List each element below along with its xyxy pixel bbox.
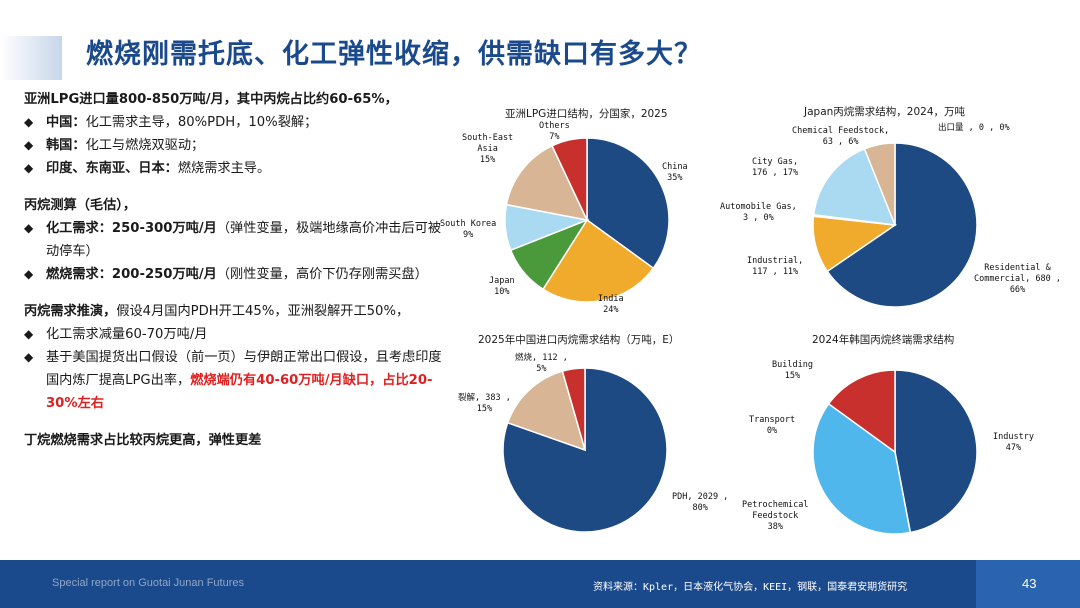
page-number: 43: [1022, 576, 1037, 591]
list-item: ◆ 中国：化工需求主导，80%PDH，10%裂解；: [24, 111, 454, 134]
chart-1-pie: [504, 137, 670, 303]
list-item: ◆ 化工需求减量60-70万吨/月: [24, 323, 454, 346]
bullet-text: 化工需求减量60-70万吨/月: [46, 327, 208, 342]
section-1-heading: 亚洲LPG进口量800-850万吨/月，其中丙烷占比约60-65%，: [24, 92, 398, 107]
chart-4-label-3: Building 15%: [772, 360, 813, 381]
chart-4-label-0: Industry 47%: [993, 432, 1034, 453]
bullet-label: 燃烧需求：200-250万吨/月: [46, 267, 217, 282]
bullet-label: 印度、东南亚、日本：: [46, 161, 178, 176]
title-accent: [0, 36, 62, 80]
highlight-text: 燃烧端仍有40-60万吨/月缺口，占比20-30%左右: [46, 373, 433, 411]
chart-4-pie: [812, 369, 978, 535]
chart-2-label-2: Automobile Gas, 3 , 0%: [720, 202, 797, 223]
bullet-text: 燃烧需求主导。: [177, 161, 271, 176]
chart-1-label-1: India 24%: [598, 294, 624, 315]
list-item: ◆ 基于美国提货出口假设（前一页）与伊朗正常出口假设，且考虑印度国内炼厂提高LPG…: [24, 346, 454, 415]
pie-slice-petrochemical-feedstock: [812, 402, 912, 535]
diamond-bullet-icon: ◆: [24, 327, 34, 341]
pie-slice-india: [542, 218, 655, 303]
footer-source: 资料来源：Kpler，日本液化气协会，KEEI，钢联，国泰君安期货研究: [593, 582, 908, 593]
chart-3-title: 2025年中国进口丙烷需求结构（万吨，E）: [478, 334, 680, 346]
bullet-label: 中国：: [46, 115, 86, 130]
diamond-bullet-icon: ◆: [24, 161, 34, 175]
section-3-heading-bold: 丙烷需求推演，: [24, 304, 117, 319]
list-item: ◆ 化工需求：250-300万吨/月（弹性变量，极端地缘高价冲击后可被动停车）: [24, 217, 454, 263]
page-number-box: [976, 560, 1080, 608]
diamond-bullet-icon: ◆: [24, 267, 34, 281]
chart-4-label-2: Transport 0%: [749, 415, 796, 436]
left-text-panel: 亚洲LPG进口量800-850万吨/月，其中丙烷占比约60-65%， ◆ 中国：化…: [24, 88, 454, 452]
section-4-heading: 丁烷燃烧需求占比较丙烷更高，弹性更差: [24, 433, 262, 448]
pie-slice-city-gas: [812, 147, 897, 226]
chart-2-title: Japan丙烷需求结构，2024，万吨: [804, 106, 966, 118]
chart-3-label-1: 裂解, 383 , 15%: [458, 393, 511, 414]
footer-left-text: Special report on Guotai Junan Futures: [52, 577, 245, 589]
pie-slice-china: [586, 137, 670, 270]
page-title: 燃烧刚需托底、化工弹性收缩，供需缺口有多大？: [86, 39, 702, 70]
chart-2-pie: [812, 142, 978, 308]
list-item: ◆ 燃烧需求：200-250万吨/月（刚性变量，高价下仍存刚需买盘）: [24, 263, 454, 286]
pie-slice-south-east-asia: [505, 144, 589, 222]
list-item: ◆ 印度、东南亚、日本：燃烧需求主导。: [24, 157, 454, 180]
pie-slice-others: [551, 137, 588, 221]
chart-2-label-3: City Gas, 176 , 17%: [752, 157, 799, 178]
chart-2-label-1: Industrial, 117 , 11%: [747, 256, 804, 277]
chart-2-label-0: Residential & Commercial, 680 , 66%: [974, 263, 1061, 295]
chart-1-label-3: South Korea 9%: [440, 219, 497, 240]
chart-1-title: 亚洲LPG进口结构，分国家，2025: [505, 108, 668, 120]
diamond-bullet-icon: ◆: [24, 138, 34, 152]
chart-1-label-2: Japan 10%: [489, 276, 515, 297]
bullet-text: 化工需求主导，80%PDH，10%裂解；: [85, 115, 318, 130]
chart-1-label-5: Others 7%: [539, 121, 570, 142]
pie-slice--: [506, 370, 587, 452]
section-2-heading: 丙烷测算（毛估），: [24, 198, 137, 213]
chart-4-title: 2024年韩国丙烷终端需求结构: [812, 334, 955, 346]
chart-1-label-4: South-East Asia 15%: [462, 133, 514, 165]
bullet-label: 韩国：: [46, 138, 86, 153]
list-item: ◆ 韩国：化工与燃烧双驱动；: [24, 134, 454, 157]
bullet-text: （弹性变量，极端地缘高价冲击后可被动停车）: [46, 221, 442, 259]
chart-1-label-0: China 35%: [662, 162, 688, 183]
bullet-label: 化工需求：250-300万吨/月: [46, 221, 217, 236]
pie-slice-industry: [894, 369, 978, 534]
diamond-bullet-icon: ◆: [24, 350, 34, 364]
pie-slice-chemical-feedstock: [863, 142, 896, 226]
diamond-bullet-icon: ◆: [24, 221, 34, 235]
bullet-text: 化工与燃烧双驱动；: [85, 138, 205, 153]
section-3-heading-rest: 假设4月国内PDH开工45%，亚洲裂解开工50%，: [116, 304, 410, 319]
pie-slice--: [561, 367, 586, 451]
section-3-heading: 丙烷需求推演，假设4月国内PDH开工45%，亚洲裂解开工50%，: [24, 300, 454, 323]
diamond-bullet-icon: ◆: [24, 115, 34, 129]
pie-slice-residential-commercial: [826, 142, 978, 308]
bullet-text: （刚性变量，高价下仍存刚需买盘）: [216, 267, 428, 282]
chart-3-label-0: PDH, 2029 , 80%: [672, 492, 729, 513]
bullet-text: 基于美国提货出口假设（前一页）与伊朗正常出口假设，且考虑印度国内炼厂提高LPG出…: [46, 350, 442, 388]
footer-bar: [0, 560, 1080, 608]
chart-3-label-2: 燃烧, 112 , 5%: [515, 353, 568, 374]
chart-2-label-5: 出口量 , 0 , 0%: [938, 123, 1010, 133]
pie-slice-building: [827, 369, 896, 454]
chart-2-label-4: Chemical Feedstock, 63 , 6%: [792, 126, 890, 147]
chart-4-label-1: Petrochemical Feedstock 38%: [742, 500, 809, 532]
title-bar: 燃烧刚需托底、化工弹性收缩，供需缺口有多大？: [0, 26, 1080, 88]
chart-3-pie: [502, 367, 668, 533]
